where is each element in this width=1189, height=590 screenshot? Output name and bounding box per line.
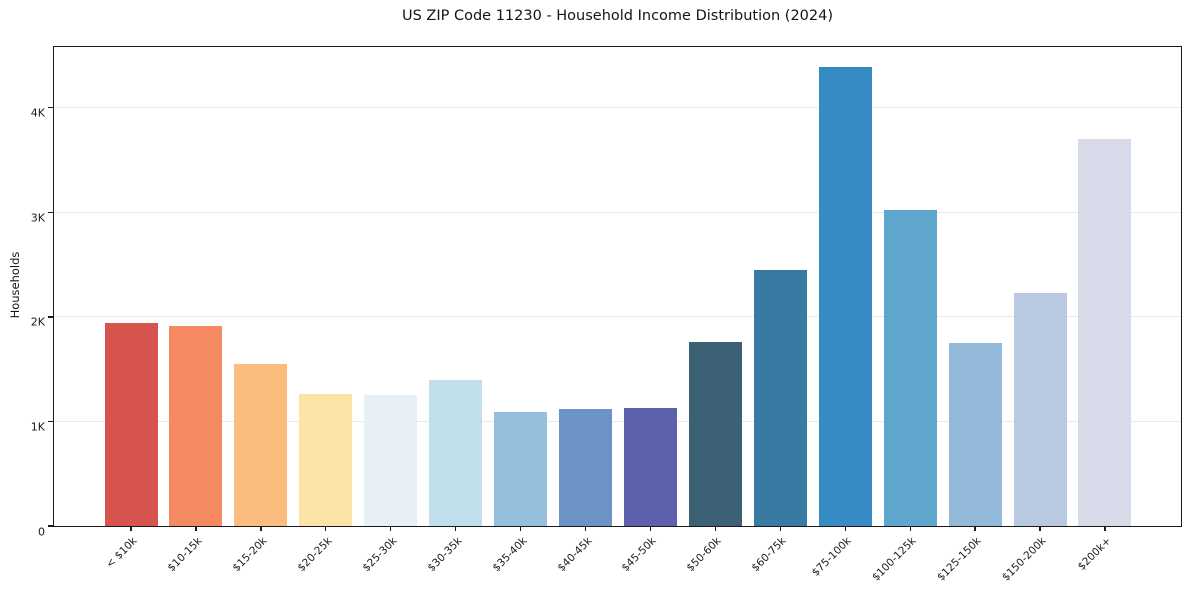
x-tick-label: $75-100k (809, 535, 854, 579)
x-tick-label: $60-75k (749, 535, 789, 575)
x-tick-label: < $10k (103, 535, 140, 571)
x-tick-label: $25-30k (360, 535, 400, 575)
bar (429, 379, 483, 526)
bar (753, 269, 807, 526)
x-tick (649, 526, 652, 531)
x-tick-label: $15-20k (230, 535, 270, 575)
gridline (54, 211, 1181, 213)
x-tick (390, 526, 392, 531)
y-axis-label: Households (8, 251, 22, 319)
x-tick (1104, 526, 1106, 531)
x-tick (260, 526, 262, 531)
x-tick (714, 526, 717, 531)
bar (169, 326, 223, 526)
bar (883, 210, 937, 526)
x-tick-label: $40-45k (554, 535, 594, 575)
bar (623, 407, 677, 526)
y-tick-label: 0 (38, 525, 45, 538)
bar (234, 363, 288, 526)
bar (104, 323, 158, 526)
x-tick-label: $45-50k (619, 535, 659, 575)
bar (299, 394, 353, 526)
x-tick (844, 526, 846, 531)
x-tick-label: $125-150k (935, 535, 984, 584)
x-tick (455, 526, 457, 531)
x-tick (1039, 526, 1041, 531)
x-tick (974, 526, 976, 531)
y-tick (47, 107, 53, 109)
bar (559, 408, 612, 526)
y-tick (47, 316, 53, 318)
y-tick (47, 211, 53, 213)
x-tick-label: $20-25k (295, 535, 335, 575)
x-tick (130, 526, 132, 531)
bar (818, 66, 872, 526)
x-tick (584, 526, 587, 531)
chart-title: US ZIP Code 11230 - Household Income Dis… (401, 8, 834, 24)
x-tick-label: $10-15k (165, 535, 205, 575)
y-tick-label: 2K (30, 315, 45, 329)
gridline (54, 420, 1181, 422)
x-tick (909, 526, 911, 531)
y-tick-label: 3K (30, 211, 45, 225)
bar (1013, 292, 1067, 526)
x-tick (325, 526, 327, 531)
bar (688, 341, 742, 526)
gridline (54, 316, 1181, 318)
x-tick-label: $50-60k (684, 535, 724, 575)
x-tick-label: $100-125k (870, 535, 919, 584)
x-tick-label: $30-35k (425, 535, 465, 575)
bar (1078, 139, 1132, 526)
bar (364, 395, 418, 526)
x-tick (195, 526, 197, 531)
bar (948, 343, 1002, 526)
x-tick (519, 526, 522, 531)
x-tick-label: $150-200k (999, 535, 1049, 584)
bar (494, 412, 548, 526)
gridline (54, 107, 1181, 109)
y-tick (47, 420, 53, 423)
x-tick-label: $200k+ (1075, 535, 1114, 573)
plot-area: 0 1K 2K 3K 4K < $10k $10-15k $15-20k $20-25k $25-… (31, 46, 1182, 584)
x-tick (779, 526, 781, 531)
y-tick-label: 4K (30, 106, 45, 120)
x-tick-label: $35-40k (489, 535, 530, 575)
y-tick (47, 525, 53, 527)
y-tick-label: 1K (30, 420, 45, 434)
